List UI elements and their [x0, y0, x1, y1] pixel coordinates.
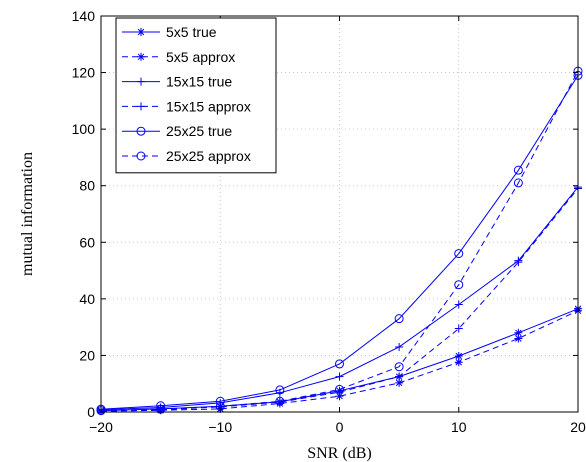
legend-marker — [137, 28, 145, 36]
x-tick-label: 0 — [336, 419, 344, 435]
data-point — [514, 334, 523, 343]
data-point — [156, 404, 166, 414]
y-tick-label: 140 — [72, 8, 96, 24]
y-tick-label: 60 — [79, 234, 95, 250]
data-point — [514, 328, 523, 337]
legend-item: 15x15 true — [122, 74, 232, 90]
tick-layer: −20 −10 0 10 20 0 20 40 60 80 100 120 140 — [72, 8, 586, 435]
legend-item: 5x5 approx — [122, 49, 235, 65]
data-point — [395, 342, 404, 351]
data-point — [275, 396, 285, 406]
y-tick-label: 80 — [79, 178, 95, 194]
data-point — [335, 359, 344, 369]
legend-item: 25x25 approx — [122, 148, 251, 164]
data-point — [275, 385, 285, 395]
data-point — [454, 358, 463, 367]
data-point — [454, 300, 463, 309]
legend-item: 15x15 approx — [122, 98, 251, 114]
legend-marker — [136, 126, 146, 136]
legend-label: 5x5 approx — [166, 49, 235, 65]
data-point — [395, 372, 404, 381]
legend-marker — [137, 52, 145, 61]
data-point — [215, 396, 225, 406]
legend-label: 25x25 true — [166, 123, 232, 139]
legend: 5x5 true 5x5 approx 15x15 true 15x15 approx… — [115, 17, 277, 174]
data-point — [454, 249, 464, 259]
data-point — [513, 165, 523, 175]
data-point — [156, 401, 166, 411]
data-point — [395, 378, 404, 387]
y-tick-label: 0 — [87, 404, 95, 420]
data-point — [454, 351, 463, 360]
y-tick-label: 20 — [79, 347, 95, 363]
legend-label: 5x5 true — [166, 24, 217, 40]
legend-marker — [137, 102, 145, 111]
data-point — [335, 384, 344, 394]
data-point — [514, 258, 523, 267]
x-tick-label: 20 — [570, 419, 586, 435]
legend-marker — [137, 77, 145, 86]
legend-label: 15x15 approx — [166, 98, 251, 114]
legend-marker — [136, 151, 146, 161]
legend-label: 25x25 approx — [166, 148, 251, 164]
y-axis-label: mutual information — [19, 152, 36, 276]
x-axis-label: SNR (dB) — [307, 445, 371, 462]
data-point — [335, 372, 344, 381]
legend-item: 25x25 true — [122, 123, 232, 139]
legend-label: 15x15 true — [166, 74, 232, 90]
data-point — [454, 324, 463, 333]
x-tick-label: 10 — [451, 419, 467, 435]
series-15x15-true — [97, 183, 582, 414]
series-line — [100, 75, 579, 410]
data-point — [394, 314, 404, 324]
y-tick-label: 40 — [79, 291, 95, 307]
data-point — [394, 362, 404, 372]
series-line — [100, 70, 579, 412]
x-tick-label: −10 — [208, 419, 232, 435]
x-tick-label: −20 — [89, 419, 113, 435]
legend-item: 5x5 true — [122, 24, 217, 40]
data-point — [454, 280, 464, 290]
legend-box — [115, 17, 277, 174]
y-tick-label: 120 — [72, 65, 96, 81]
y-tick-label: 100 — [72, 121, 96, 137]
data-point — [513, 178, 523, 188]
